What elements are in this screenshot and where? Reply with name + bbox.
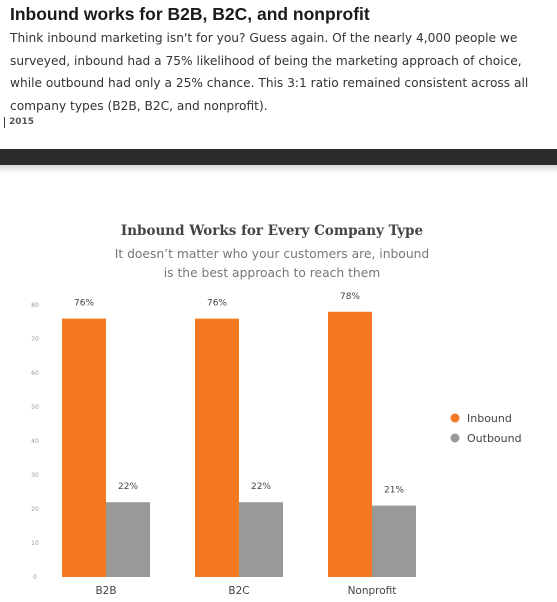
article-section: Inbound works for B2B, B2C, and nonprofi… <box>0 0 557 140</box>
y-tick-label: 80 <box>31 302 39 309</box>
data-label: 76% <box>74 299 94 309</box>
category-label: B2C <box>228 585 249 597</box>
y-tick-label: 40 <box>31 438 39 445</box>
y-tick-label: 0 <box>33 574 37 581</box>
legend-swatch-inbound <box>450 413 460 423</box>
category-label: Nonprofit <box>348 585 397 597</box>
data-label: 22% <box>251 482 271 492</box>
body-line: company types (B2B, B2C, and nonprofit). <box>10 98 268 113</box>
y-tick-label: 20 <box>31 506 39 513</box>
category-label: B2B <box>95 585 116 597</box>
data-label: 78% <box>340 292 360 302</box>
plot-area: 0 10 20 30 40 50 60 70 80 76% 22% B2B 76% 22% B2C 78% 21… <box>31 292 521 597</box>
bar-outbound-b2b <box>106 502 150 577</box>
body-line: surveyed, inbound had a 75% likelihood o… <box>10 53 522 68</box>
body-line: while outbound had only a 25% chance. Th… <box>10 76 529 90</box>
section-divider <box>0 149 557 165</box>
legend-label: Outbound <box>467 432 522 445</box>
chart-subtitle-line: is the best approach to reach them <box>164 266 381 280</box>
y-tick-label: 10 <box>31 540 39 547</box>
data-label: 22% <box>118 482 138 492</box>
y-tick-label: 60 <box>31 370 39 377</box>
chart-title: Inbound Works for Every Company Type <box>121 223 423 239</box>
year-tag: 2015 <box>4 117 34 128</box>
bar-outbound-nonprofit <box>372 505 416 577</box>
bar-outbound-b2c <box>239 502 283 577</box>
article-body: Think inbound marketing isn't for you? G… <box>10 27 538 117</box>
y-tick-label: 30 <box>31 472 39 479</box>
bar-inbound-b2b <box>62 318 106 577</box>
data-label: 21% <box>384 486 404 496</box>
body-line: Think inbound marketing isn't for you? G… <box>10 31 518 45</box>
data-label: 76% <box>207 299 227 309</box>
divider-shadow <box>0 165 557 173</box>
legend-swatch-outbound <box>450 433 460 443</box>
bar-inbound-b2c <box>195 318 239 577</box>
y-tick-label: 70 <box>31 336 39 343</box>
bar-inbound-nonprofit <box>328 311 372 577</box>
y-tick-label: 50 <box>31 404 39 411</box>
article-headline: Inbound works for B2B, B2C, and nonprofi… <box>10 4 370 24</box>
legend-label: Inbound <box>467 412 512 425</box>
chart-subtitle-line: It doesn’t matter who your customers are… <box>115 247 429 261</box>
